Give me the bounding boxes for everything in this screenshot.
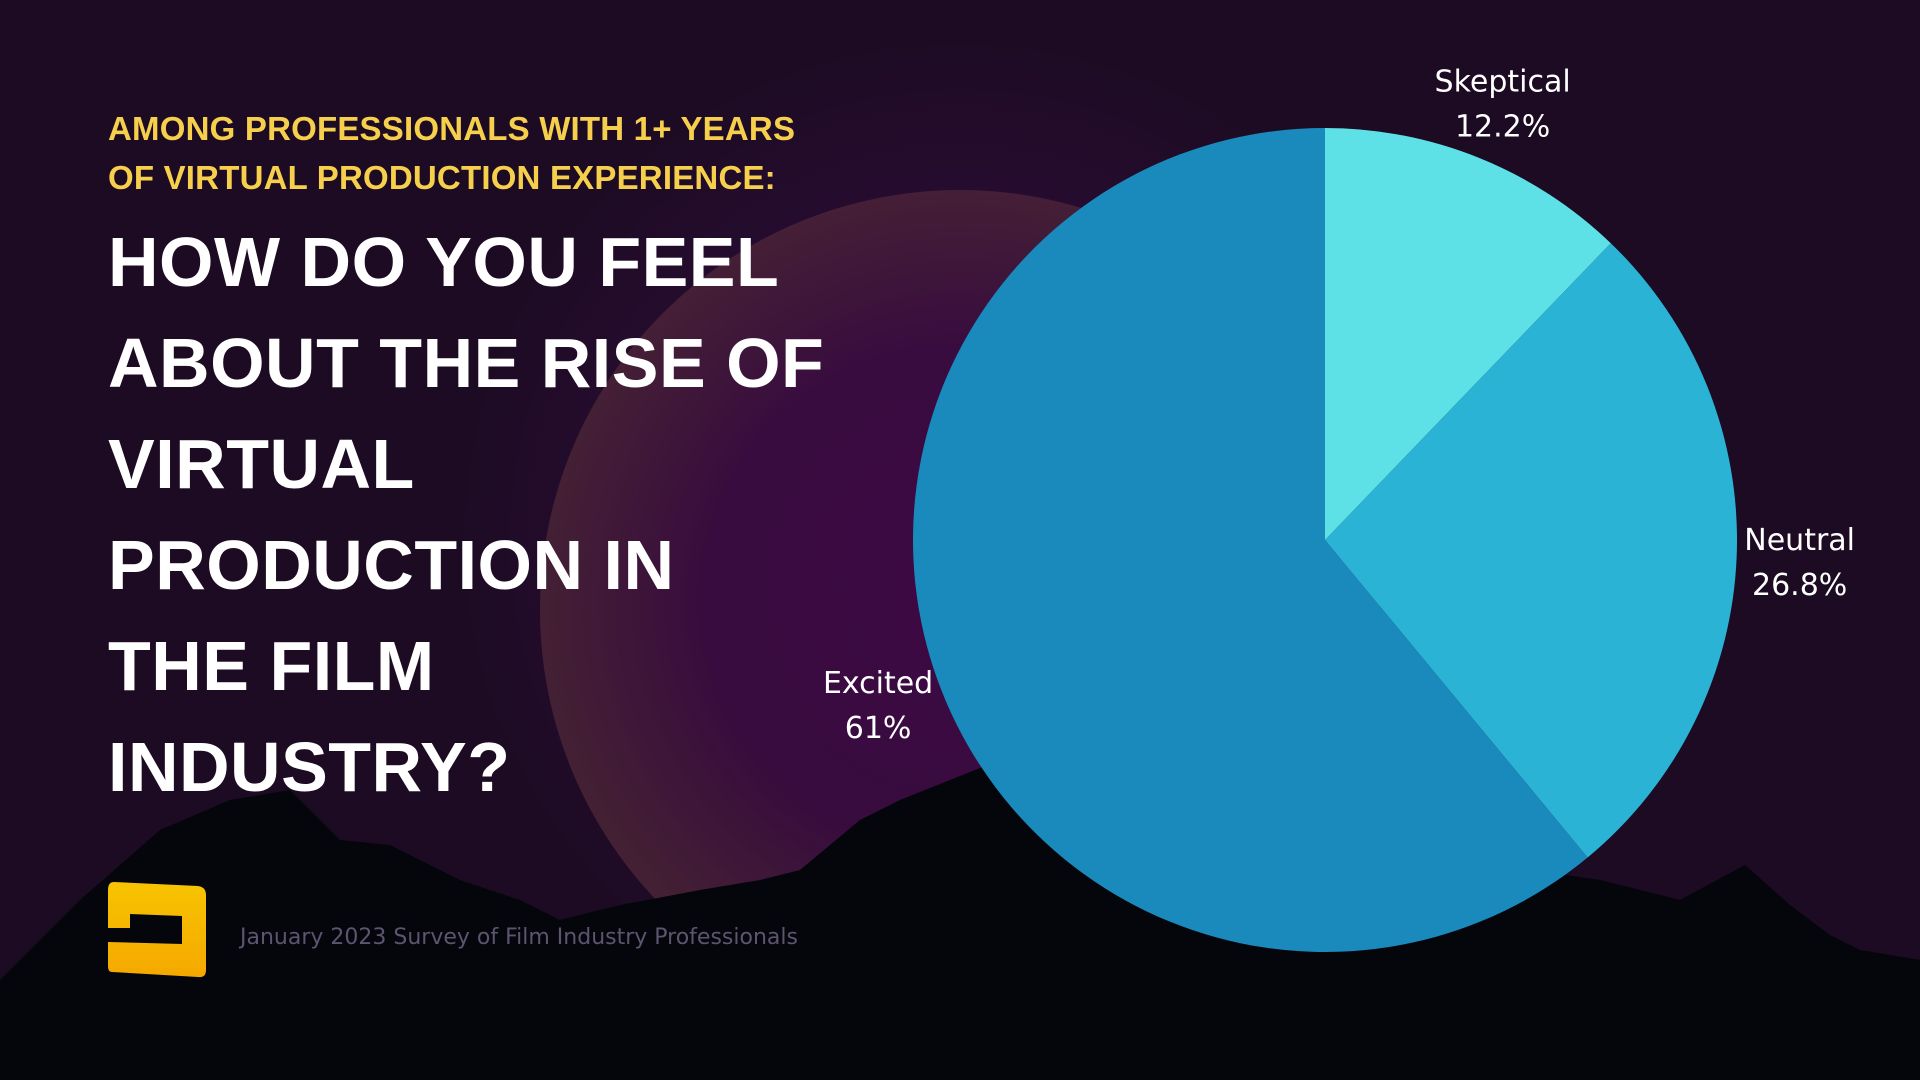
chart-subtitle: AMONG PROFESSIONALS WITH 1+ YEARS OF VIR… <box>108 104 868 202</box>
pie-slice-skeptical <box>1325 128 1611 540</box>
slice-label-skeptical: Skeptical 12.2% <box>1435 64 1571 144</box>
slice-value-excited: 61% <box>845 711 912 746</box>
title-line-1: HOW DO YOU FEEL <box>108 223 780 301</box>
chart-title: HOW DO YOU FEEL ABOUT THE RISE OF VIRTUA… <box>108 212 868 818</box>
slice-value-neutral: 26.8% <box>1752 568 1847 603</box>
pie-slices <box>912 128 1737 953</box>
logo-icon <box>108 882 206 978</box>
pie-slice-neutral <box>1325 243 1737 858</box>
title-line-5: THE FILM <box>108 627 435 705</box>
slice-label-neutral: Neutral 26.8% <box>1744 523 1855 603</box>
pie-labels: Skeptical 12.2% Neutral 26.8% Excited 61% <box>823 64 1855 745</box>
slice-label-excited: Excited 61% <box>823 666 933 746</box>
mountain-silhouette <box>0 760 1920 1080</box>
title-line-4: PRODUCTION IN <box>108 526 675 604</box>
slice-name-skeptical: Skeptical <box>1435 64 1571 99</box>
title-line-6: INDUSTRY? <box>108 728 511 806</box>
slice-value-skeptical: 12.2% <box>1455 109 1550 144</box>
title-line-2: ABOUT THE RISE OF <box>108 324 825 402</box>
pie-slice-excited <box>912 128 1588 953</box>
subtitle-line-1: AMONG PROFESSIONALS WITH 1+ YEARS <box>108 110 796 147</box>
footnote-source: January 2023 Survey of Film Industry Pro… <box>240 925 798 950</box>
title-line-3: VIRTUAL <box>108 425 415 503</box>
subtitle-line-2: OF VIRTUAL PRODUCTION EXPERIENCE: <box>108 159 776 196</box>
slice-name-neutral: Neutral <box>1744 523 1855 558</box>
slice-name-excited: Excited <box>823 666 933 701</box>
